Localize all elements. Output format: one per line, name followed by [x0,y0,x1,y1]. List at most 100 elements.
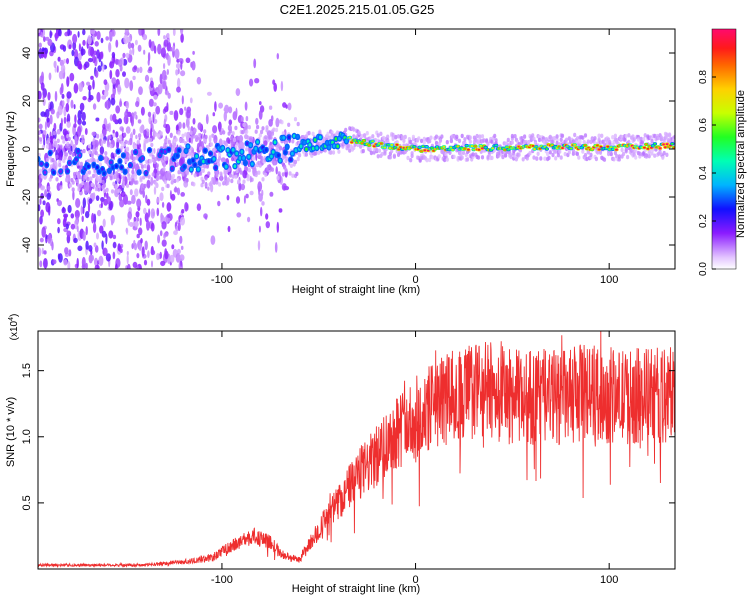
heatmap-cell [281,183,287,191]
heatmap-cell [180,29,184,35]
heatmap-cell [198,161,202,165]
heatmap-cell [234,125,238,131]
heatmap-cell [231,148,235,152]
heatmap-cell [140,238,143,244]
heatmap-cell [62,100,65,107]
heatmap-cell [169,110,174,115]
heatmap-cell [185,178,189,183]
heatmap-cell [71,180,75,185]
heatmap-cell [175,124,179,132]
heatmap-cell [148,208,151,218]
heatmap-cell [38,117,41,123]
colorbar-tick-label: 0.4 [698,166,709,180]
heatmap-cell [88,245,93,252]
heatmap-cell [265,221,270,229]
heatmap-cell [484,146,488,149]
heatmap-cell [617,154,622,159]
heatmap-cell [48,205,51,216]
heatmap-cell [217,200,221,207]
heatmap-cell [143,49,146,55]
heatmap-cell [318,129,322,134]
heatmap-cell [264,148,268,152]
heatmap-cell [143,129,148,137]
heatmap-cell [275,117,280,128]
heatmap-cell [345,139,348,143]
heatmap-cell [123,169,127,174]
heatmap-cell [93,139,99,147]
heatmap-cell [269,135,273,140]
heatmap-cell [156,253,160,261]
heatmap-cell [227,225,231,233]
heatmap-cell [91,212,95,224]
heatmap-cell [567,150,571,155]
heatmap-cell [263,140,268,147]
heatmap-cell [54,66,57,73]
heatmap-cell [160,47,166,58]
heatmap-cell [180,192,185,197]
heatmap-cell [222,130,226,135]
heatmap-cell [596,144,599,147]
heatmap-cell [124,111,128,118]
heatmap-cell [459,151,463,157]
heatmap-cell [175,253,181,263]
heatmap-cell [203,138,207,143]
heatmap-cell [501,154,505,160]
heatmap-cell [609,151,613,157]
heatmap-cell [133,65,138,70]
heatmap-cell [101,240,104,250]
heatmap-cell [132,46,135,56]
heatmap-cell [227,167,231,172]
heatmap-cell [219,171,223,176]
heatmap-cell [575,151,580,157]
heatmap-cell [170,180,174,185]
heatmap-cell [65,102,70,113]
heatmap-cell [228,119,233,126]
heatmap-cell [289,157,293,162]
heatmap-cell [102,139,106,144]
heatmap-cell [70,223,76,230]
heatmap-cell [388,147,392,150]
heatmap-cell [626,154,630,160]
heatmap-cell [188,159,192,164]
heatmap-cell [188,137,192,144]
heatmap-cell [442,145,446,148]
heatmap-cell [223,107,229,112]
heatmap-cell [92,192,96,200]
heatmap-cell [70,141,74,146]
heatmap-cell [258,163,262,168]
heatmap-cell [255,151,258,161]
heatmap-cell [276,221,279,233]
heatmap-cell [208,134,212,144]
heatmap-cell [146,198,151,206]
heatmap-cell [623,137,627,142]
heatmap-cell [246,177,250,182]
colorbar-tick-label: 0.8 [698,70,709,84]
heatmap-cell [291,139,295,144]
heatmap-cell [78,175,82,180]
heatmap-cell [126,251,129,256]
heatmap-cell [48,72,52,81]
heatmap-cell [575,136,580,141]
heatmap-cell [196,76,202,85]
heatmap-cell [67,29,71,37]
heatmap-cell [68,183,73,188]
heatmap-cell [87,57,93,63]
heatmap-cell [56,129,61,135]
heatmap-cell [79,102,85,111]
heatmap-cell [434,140,439,146]
heatmap-cell [170,193,176,201]
heatmap-cell [230,178,234,184]
heatmap-cell [77,245,83,252]
heatmap-cell [47,234,51,244]
heatmap-cell [313,138,317,142]
heatmap-cell [102,218,106,228]
top-x-tick-label: 100 [600,274,618,286]
heatmap-cell [109,31,113,42]
heatmap-cell [180,60,183,70]
heatmap-cell [93,213,97,224]
heatmap-cell [64,177,69,183]
heatmap-cell [353,139,357,142]
heatmap-cell [135,211,140,218]
heatmap-cell [134,39,138,46]
heatmap-cell [64,247,69,255]
